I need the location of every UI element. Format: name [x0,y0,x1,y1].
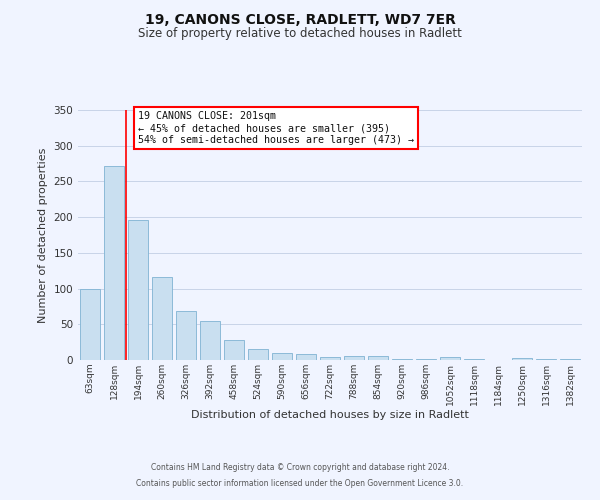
Text: Size of property relative to detached houses in Radlett: Size of property relative to detached ho… [138,28,462,40]
Bar [272,353,292,360]
Y-axis label: Number of detached properties: Number of detached properties [38,148,48,322]
Bar [224,340,244,360]
Bar [104,166,124,360]
Text: Contains public sector information licensed under the Open Government Licence 3.: Contains public sector information licen… [136,478,464,488]
Bar [344,356,364,360]
Bar [368,356,388,360]
Bar [128,220,148,360]
Text: 19 CANONS CLOSE: 201sqm
← 45% of detached houses are smaller (395)
54% of semi-d: 19 CANONS CLOSE: 201sqm ← 45% of detache… [138,112,414,144]
Bar [440,357,460,360]
Bar [176,312,196,360]
Bar [152,277,172,360]
Text: Contains HM Land Registry data © Crown copyright and database right 2024.: Contains HM Land Registry data © Crown c… [151,464,449,472]
Bar [80,288,100,360]
Text: 19, CANONS CLOSE, RADLETT, WD7 7ER: 19, CANONS CLOSE, RADLETT, WD7 7ER [145,12,455,26]
Bar [560,358,580,360]
Bar [296,354,316,360]
X-axis label: Distribution of detached houses by size in Radlett: Distribution of detached houses by size … [191,410,469,420]
Bar [248,348,268,360]
Bar [536,358,556,360]
Bar [512,358,532,360]
Bar [320,357,340,360]
Bar [200,322,220,360]
